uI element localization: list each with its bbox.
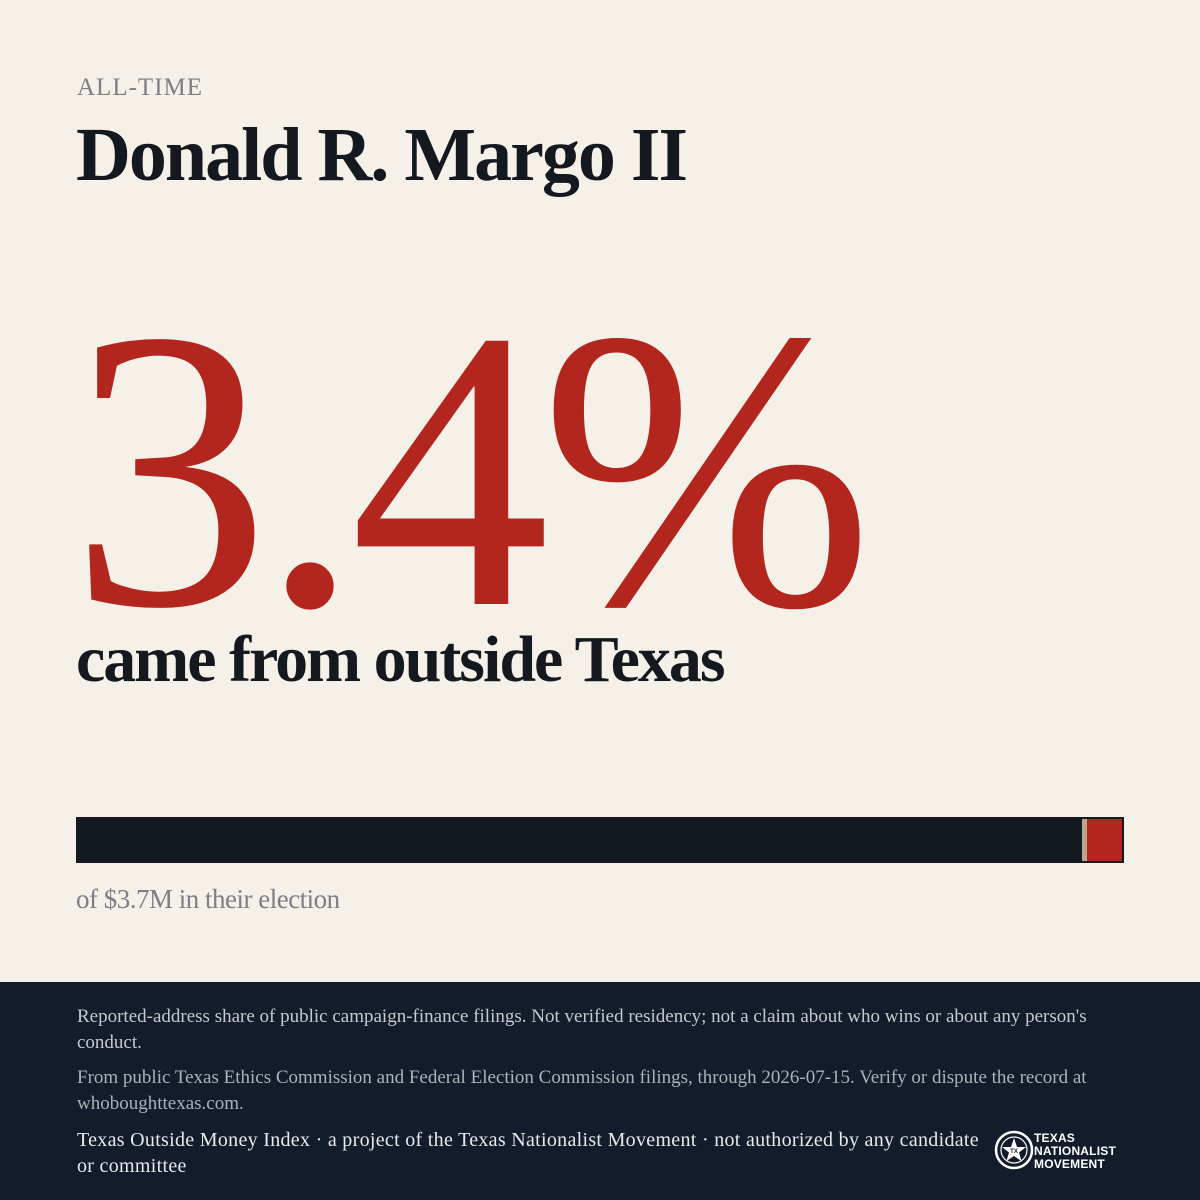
footer-credit: Texas Outside Money Index · a project of… [77, 1129, 979, 1177]
logo-line-2: NATIONALIST [1034, 1144, 1116, 1158]
tnm-logo: TX TEXAS NATIONALIST MOVEMENT [994, 1130, 1134, 1174]
bar-outside-texas [1087, 819, 1122, 861]
candidate-name: Donald R. Margo II [76, 113, 688, 197]
bar-separator [1082, 819, 1087, 861]
footer-source: From public Texas Ethics Commission and … [77, 1067, 1087, 1114]
star-seal-icon: TX [994, 1130, 1034, 1170]
footer-disclaimer: Reported-address share of public campaig… [77, 1006, 1087, 1053]
bar-caption: of $3.7M in their election [76, 884, 340, 914]
svg-text:TX: TX [1010, 1149, 1018, 1155]
share-bar [76, 817, 1124, 863]
logo-wordmark: TEXAS NATIONALIST MOVEMENT [1034, 1132, 1116, 1171]
logo-line-3: MOVEMENT [1034, 1157, 1105, 1171]
stat-headline: came from outside Texas [76, 623, 726, 696]
hero-panel: ALL-TIME Donald R. Margo II 3.4% came fr… [70, 74, 1124, 914]
logo-line-1: TEXAS [1034, 1131, 1076, 1145]
time-range-label: ALL-TIME [77, 74, 204, 101]
footer [0, 982, 1200, 1200]
outside-share-percent: 3.4% [70, 248, 873, 691]
